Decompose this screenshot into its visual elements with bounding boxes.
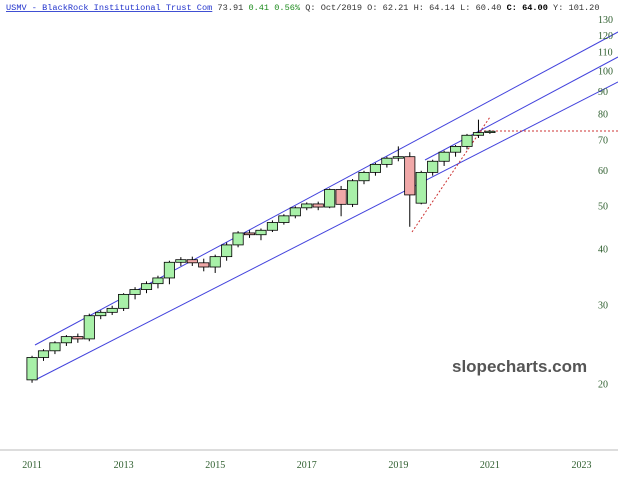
candle-body [358,171,370,182]
x-tick-label: 2013 [114,460,134,471]
candle-body [392,156,404,159]
y-tick-label: 130 [598,15,613,26]
candle-body [60,336,72,344]
field-label: L: [460,3,470,13]
candle-body [209,256,221,268]
header: USMV - BlackRock Institutional Trust Com… [6,3,599,13]
y-tick-label: 120 [598,31,613,42]
candle-body [175,259,187,263]
candle-body [95,311,107,317]
trend-line [411,116,491,233]
field-value: 64.00 [522,3,548,13]
candle-body [186,259,198,264]
candle-body [129,289,141,295]
field-label: Q: [305,3,315,13]
candle-body [461,134,473,147]
candle-body [324,189,336,208]
y-tick-label: 20 [598,380,608,391]
candle-body [415,171,427,204]
candle-body [450,145,462,153]
candle-body [221,244,233,258]
candle-body [232,232,244,246]
candle-body [198,262,210,268]
candle-body [243,232,256,236]
candle-body [118,293,130,309]
y-tick-label: 90 [598,87,608,98]
y-tick-label: 40 [598,245,608,256]
y-tick-label: 100 [598,66,613,77]
candle-body [484,130,496,133]
y-tick-label: 60 [598,166,608,177]
candle-body [472,132,485,136]
candle-body [346,180,359,205]
candle-body [369,163,381,173]
x-tick-label: 2011 [22,460,42,471]
candle-body [140,283,153,290]
field-value: 101.20 [569,3,600,13]
candle-body [83,315,95,340]
x-tick-label: 2017 [297,460,317,471]
y-tick-label: 70 [598,136,608,147]
candle-body [26,357,38,381]
y-tick-label: 110 [598,48,613,59]
plot: 20 30 40 50 60 70 80 90 100 110 120 130 2011 2013 2015… [22,15,613,471]
candle-body [312,203,324,208]
channel-line [424,56,618,161]
field-label: H: [414,3,424,13]
change: 0.41 [248,3,269,13]
field-label: O: [367,3,377,13]
candle-body [72,336,84,340]
field-value: 64.14 [429,3,455,13]
candle-body [278,215,290,223]
watermark: slopecharts.com [452,357,587,376]
field-value: 60.40 [476,3,502,13]
candle-body [404,156,416,196]
channel-line [34,81,618,381]
y-tick-label: 80 [598,110,608,121]
candle-body [266,222,278,231]
candle-body [438,151,450,162]
candle-body [152,277,164,285]
x-tick-label: 2023 [571,460,591,471]
change-pct: 0.56% [274,3,301,13]
x-tick-label: 2015 [205,460,225,471]
last-price: 73.91 [217,3,243,13]
field-label: C: [507,3,517,13]
candle-body [106,307,118,313]
field-value: 62.21 [383,3,409,13]
candle-body [301,203,313,209]
x-tick-label: 2021 [480,460,500,471]
candle-body [289,207,301,217]
x-tick-label: 2019 [388,460,408,471]
candle-body [427,160,439,173]
symbol-link[interactable]: USMV - BlackRock Institutional Trust Com [6,3,212,13]
candle-body [49,342,61,352]
field-label: Y: [553,3,563,13]
candle-body [381,157,393,165]
candle-body [163,261,175,279]
candle-body [37,350,50,358]
candle-body [335,189,347,205]
candle-body [255,229,267,236]
field-value: Oct/2019 [321,3,362,13]
y-tick-label: 50 [598,201,608,212]
y-tick-label: 30 [598,301,608,312]
